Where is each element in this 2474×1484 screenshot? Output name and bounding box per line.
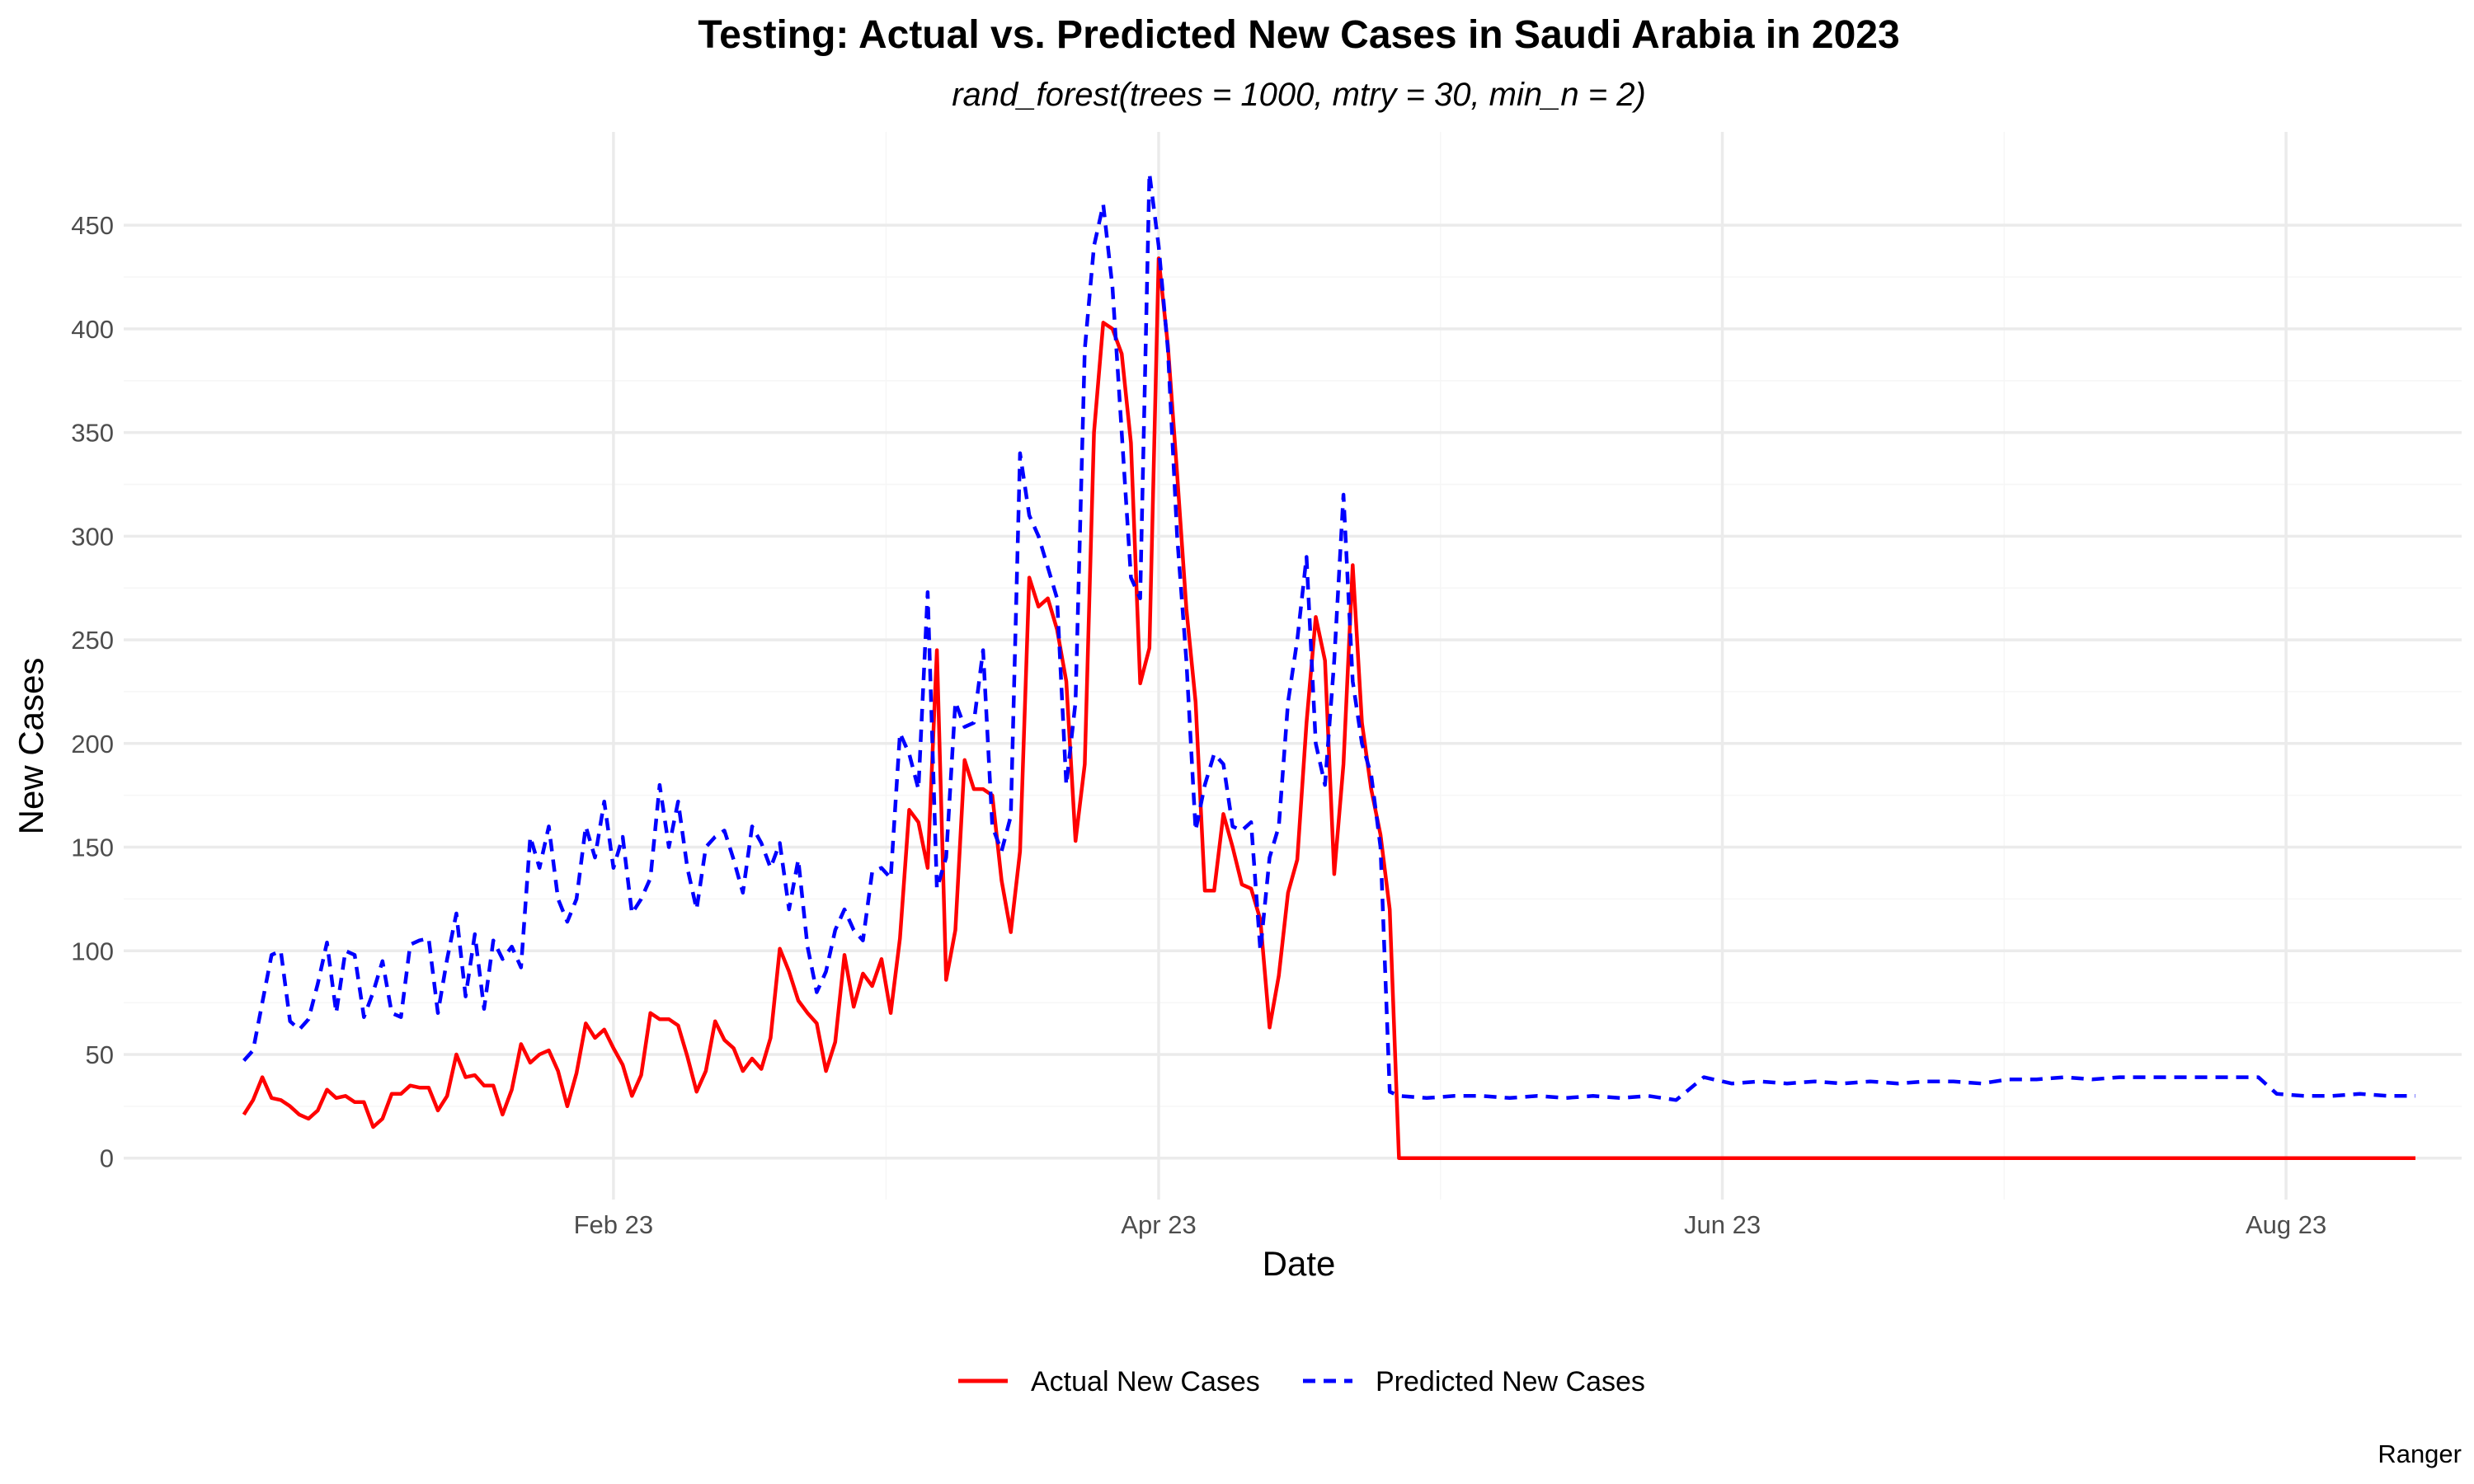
y-tick-label: 0 (100, 1144, 114, 1173)
chart-title: Testing: Actual vs. Predicted New Cases … (698, 13, 1899, 57)
y-tick-label: 100 (71, 937, 114, 965)
x-tick-label: Apr 23 (1121, 1210, 1196, 1239)
series-line-actual (244, 258, 2415, 1158)
series-line-predicted (244, 173, 2415, 1100)
y-tick-label: 50 (86, 1040, 114, 1069)
caption: Ranger (2378, 1439, 2462, 1468)
x-tick-label: Jun 23 (1684, 1210, 1761, 1239)
y-tick-label: 450 (71, 211, 114, 240)
y-tick-label: 250 (71, 626, 114, 655)
legend-label-actual: Actual New Cases (1031, 1366, 1260, 1397)
y-axis-ticks: 0 50 100 150 200 250 300 350 400 450 (71, 211, 114, 1173)
x-axis-title: Date (1263, 1244, 1336, 1283)
legend: Actual New Cases Predicted New Cases (958, 1366, 1645, 1397)
legend-label-predicted: Predicted New Cases (1376, 1366, 1645, 1397)
y-axis-title: New Cases (12, 658, 50, 835)
y-tick-label: 300 (71, 522, 114, 551)
y-tick-label: 350 (71, 419, 114, 448)
y-tick-label: 150 (71, 834, 114, 862)
x-tick-label: Feb 23 (574, 1210, 654, 1239)
x-axis-ticks: Feb 23 Apr 23 Jun 23 Aug 23 (574, 1210, 2327, 1239)
y-tick-label: 400 (71, 315, 114, 344)
chart-subtitle: rand_forest(trees = 1000, mtry = 30, min… (952, 77, 1646, 113)
x-tick-label: Aug 23 (2246, 1210, 2326, 1239)
gridlines (124, 132, 2462, 1200)
series-lines (244, 173, 2415, 1158)
y-tick-label: 200 (71, 730, 114, 758)
